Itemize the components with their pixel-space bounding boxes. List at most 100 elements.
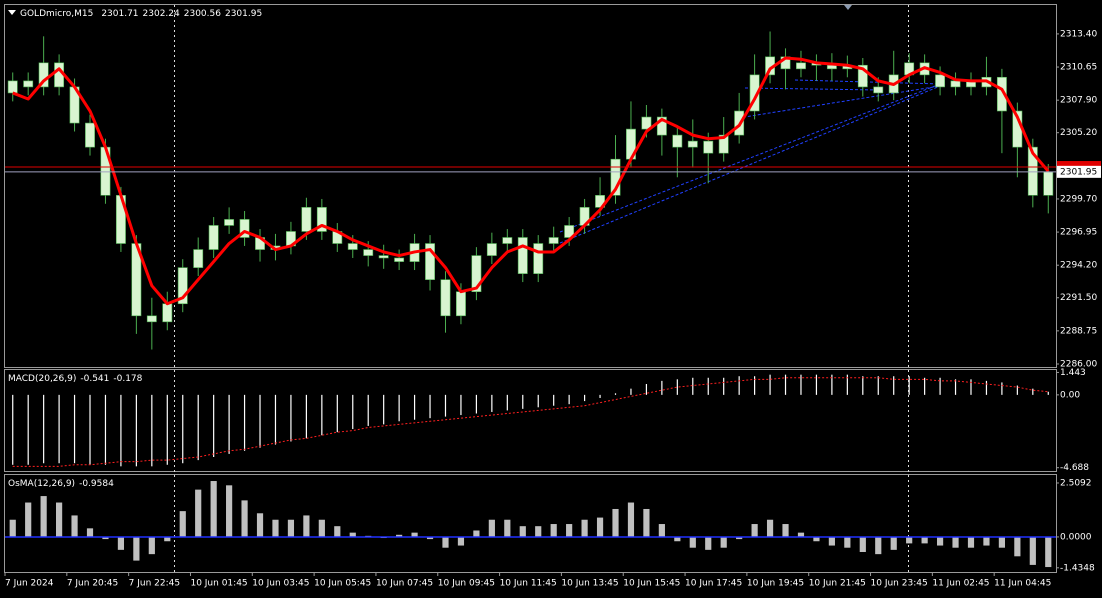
signal-line bbox=[12, 377, 1049, 467]
osma-bar bbox=[117, 536, 125, 550]
candle-body bbox=[146, 315, 157, 323]
header-value: 2302.24 bbox=[143, 9, 180, 19]
osma-bar bbox=[705, 536, 712, 550]
y-tick-label: 2.5092 bbox=[1060, 478, 1092, 488]
osma-bar bbox=[442, 536, 449, 548]
y-tick-label: 2299.70 bbox=[1060, 194, 1097, 204]
x-tick-label: 10 Jun 11:45 bbox=[500, 579, 557, 589]
osma-bar bbox=[751, 524, 758, 537]
x-tick-label: 10 Jun 21:45 bbox=[809, 579, 866, 589]
osma-bar bbox=[179, 511, 186, 537]
candle-body bbox=[162, 303, 173, 323]
osma-bar bbox=[566, 524, 573, 537]
candle-body bbox=[935, 74, 946, 88]
osma-bar bbox=[411, 532, 418, 537]
x-tick-label: 11 Jun 02:45 bbox=[932, 579, 989, 589]
osma-bar bbox=[797, 532, 805, 537]
osma-bar bbox=[906, 536, 913, 544]
pane-header: GOLDmicro,M15 2301.71 2302.24 2300.56 2301.9… bbox=[20, 9, 262, 19]
osma-bar bbox=[519, 526, 526, 537]
osma-bar bbox=[210, 481, 217, 537]
bid-label-box bbox=[1057, 165, 1101, 178]
x-tick-label: 7 Jun 22:45 bbox=[129, 579, 180, 589]
x-tick-label: 10 Jun 23:45 bbox=[871, 579, 928, 589]
indicator-title: GOLDmicro,M15 bbox=[20, 9, 93, 19]
osma-bar bbox=[1029, 536, 1036, 565]
pane-header: OsMA(12,26,9) -0.9584 bbox=[8, 479, 114, 489]
x-tick-label: 7 Jun 2024 bbox=[5, 579, 54, 589]
candle-body bbox=[224, 219, 235, 226]
candle-body bbox=[1027, 146, 1038, 196]
trend-line bbox=[737, 85, 941, 119]
indicator-title: MACD(20,26,9) bbox=[8, 374, 76, 384]
osma-bar bbox=[272, 519, 279, 537]
candle-body bbox=[517, 237, 528, 274]
trend-lines bbox=[559, 79, 946, 244]
osma-pane-frame bbox=[4, 474, 1057, 573]
y-tick-label: -4.688 bbox=[1060, 463, 1089, 473]
trend-line bbox=[559, 85, 936, 233]
osma-bar bbox=[998, 536, 1005, 548]
osma-bar bbox=[550, 524, 557, 537]
osma-bar bbox=[86, 528, 94, 537]
candle-body bbox=[672, 134, 683, 148]
candle-body bbox=[548, 237, 559, 244]
y-tick-label: 2288.75 bbox=[1060, 326, 1097, 336]
header-value: 2300.56 bbox=[184, 9, 221, 19]
candle-body bbox=[425, 243, 435, 280]
osma-bar bbox=[318, 519, 325, 537]
osma-bar bbox=[983, 536, 990, 546]
candle-body bbox=[363, 249, 374, 256]
candle-body bbox=[23, 80, 34, 88]
osma-bar bbox=[473, 530, 480, 537]
bid-label: 2301.95 bbox=[1060, 167, 1097, 177]
candle-body bbox=[486, 243, 497, 256]
x-tick-label: 10 Jun 03:45 bbox=[252, 579, 309, 589]
candle-body bbox=[378, 255, 389, 259]
osma-bar bbox=[875, 536, 882, 555]
candle-body bbox=[1043, 171, 1054, 196]
candle-body bbox=[85, 122, 95, 148]
osma-bar bbox=[303, 515, 310, 537]
osma-bar bbox=[488, 519, 495, 537]
osma-bar bbox=[396, 534, 403, 537]
osma-bar bbox=[936, 536, 944, 546]
candle-body bbox=[718, 134, 729, 154]
pane-header: MACD(20,26,9) -0.541 -0.178 bbox=[8, 374, 143, 384]
candle-body bbox=[996, 76, 1007, 112]
candle-body bbox=[471, 255, 482, 293]
osma-bar bbox=[643, 508, 650, 537]
osma-bar bbox=[56, 502, 63, 537]
y-tick-label: 2313.40 bbox=[1060, 29, 1097, 39]
osma-bar bbox=[921, 536, 928, 544]
osma-bar bbox=[504, 519, 511, 537]
y-tick-label: 2286.00 bbox=[1060, 359, 1097, 369]
x-tick-label: 10 Jun 13:45 bbox=[561, 579, 618, 589]
candle-body bbox=[502, 237, 513, 244]
candle-body bbox=[950, 80, 961, 88]
candle-body bbox=[656, 116, 667, 136]
candle-body bbox=[641, 116, 652, 130]
osma-bar bbox=[890, 536, 897, 550]
osma-bar bbox=[828, 536, 835, 546]
trend-line bbox=[559, 83, 946, 244]
x-tick-label: 10 Jun 05:45 bbox=[314, 579, 371, 589]
osma-bar bbox=[596, 517, 604, 537]
x-tick-label: 7 Jun 20:45 bbox=[67, 579, 118, 589]
osma-bar bbox=[25, 502, 32, 537]
candle-body bbox=[440, 279, 451, 317]
x-tick-label: 10 Jun 09:45 bbox=[438, 579, 495, 589]
y-tick-label: 2294.20 bbox=[1060, 261, 1097, 271]
osma-bar bbox=[674, 536, 681, 542]
osma-bar bbox=[195, 489, 202, 537]
macd-pane-frame bbox=[4, 369, 1057, 472]
osma-bar bbox=[859, 536, 866, 552]
osma-bar bbox=[967, 536, 975, 548]
candle-body bbox=[703, 140, 714, 154]
osma-bar bbox=[102, 536, 109, 540]
candle-body bbox=[857, 64, 868, 88]
candle-body bbox=[687, 140, 698, 148]
candle-body bbox=[394, 257, 405, 262]
